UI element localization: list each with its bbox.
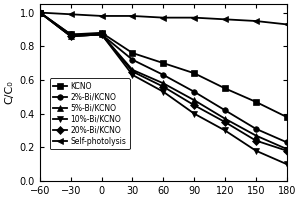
Self-photolysis <box>223 18 227 21</box>
10%-Bi/KCNO <box>223 129 227 132</box>
Line: Self-photolysis: Self-photolysis <box>37 10 290 27</box>
20%-Bi/KCNO <box>69 35 73 37</box>
2%-Bi/KCNO <box>69 33 73 36</box>
Line: KCNO: KCNO <box>37 10 290 120</box>
5%-Bi/KCNO <box>69 35 73 37</box>
20%-Bi/KCNO <box>161 85 165 88</box>
2%-Bi/KCNO <box>254 128 258 130</box>
Self-photolysis <box>192 16 196 19</box>
Self-photolysis <box>69 13 73 15</box>
Legend: KCNO, 2%-Bi/KCNO, 5%-Bi/KCNO, 10%-Bi/KCNO, 20%-Bi/KCNO, Self-photolysis: KCNO, 2%-Bi/KCNO, 5%-Bi/KCNO, 10%-Bi/KCN… <box>50 78 130 149</box>
Self-photolysis <box>131 15 134 17</box>
2%-Bi/KCNO <box>192 91 196 93</box>
Line: 10%-Bi/KCNO: 10%-Bi/KCNO <box>37 10 290 167</box>
2%-Bi/KCNO <box>131 59 134 61</box>
KCNO <box>38 11 42 14</box>
10%-Bi/KCNO <box>254 149 258 152</box>
2%-Bi/KCNO <box>161 74 165 76</box>
20%-Bi/KCNO <box>100 33 103 36</box>
10%-Bi/KCNO <box>38 11 42 14</box>
KCNO <box>100 32 103 34</box>
10%-Bi/KCNO <box>131 74 134 76</box>
2%-Bi/KCNO <box>223 109 227 111</box>
20%-Bi/KCNO <box>38 11 42 14</box>
Self-photolysis <box>38 11 42 14</box>
Self-photolysis <box>254 20 258 22</box>
20%-Bi/KCNO <box>285 149 288 152</box>
Y-axis label: C/C₀: C/C₀ <box>4 81 14 104</box>
KCNO <box>254 101 258 103</box>
KCNO <box>131 52 134 54</box>
20%-Bi/KCNO <box>223 121 227 123</box>
KCNO <box>161 62 165 64</box>
10%-Bi/KCNO <box>285 163 288 165</box>
2%-Bi/KCNO <box>285 141 288 143</box>
5%-Bi/KCNO <box>38 11 42 14</box>
20%-Bi/KCNO <box>254 139 258 142</box>
2%-Bi/KCNO <box>38 11 42 14</box>
KCNO <box>192 72 196 74</box>
5%-Bi/KCNO <box>223 117 227 120</box>
5%-Bi/KCNO <box>100 33 103 36</box>
Self-photolysis <box>161 16 165 19</box>
Line: 5%-Bi/KCNO: 5%-Bi/KCNO <box>37 10 290 152</box>
Self-photolysis <box>100 15 103 17</box>
10%-Bi/KCNO <box>69 35 73 37</box>
5%-Bi/KCNO <box>192 99 196 101</box>
KCNO <box>285 116 288 118</box>
KCNO <box>69 33 73 36</box>
10%-Bi/KCNO <box>161 91 165 93</box>
Self-photolysis <box>285 23 288 26</box>
5%-Bi/KCNO <box>161 82 165 85</box>
10%-Bi/KCNO <box>100 33 103 36</box>
20%-Bi/KCNO <box>131 70 134 73</box>
5%-Bi/KCNO <box>254 134 258 137</box>
20%-Bi/KCNO <box>192 104 196 106</box>
10%-Bi/KCNO <box>192 112 196 115</box>
2%-Bi/KCNO <box>100 33 103 36</box>
Line: 20%-Bi/KCNO: 20%-Bi/KCNO <box>37 10 290 153</box>
5%-Bi/KCNO <box>131 69 134 71</box>
Line: 2%-Bi/KCNO: 2%-Bi/KCNO <box>37 10 290 145</box>
KCNO <box>223 87 227 90</box>
5%-Bi/KCNO <box>285 148 288 150</box>
